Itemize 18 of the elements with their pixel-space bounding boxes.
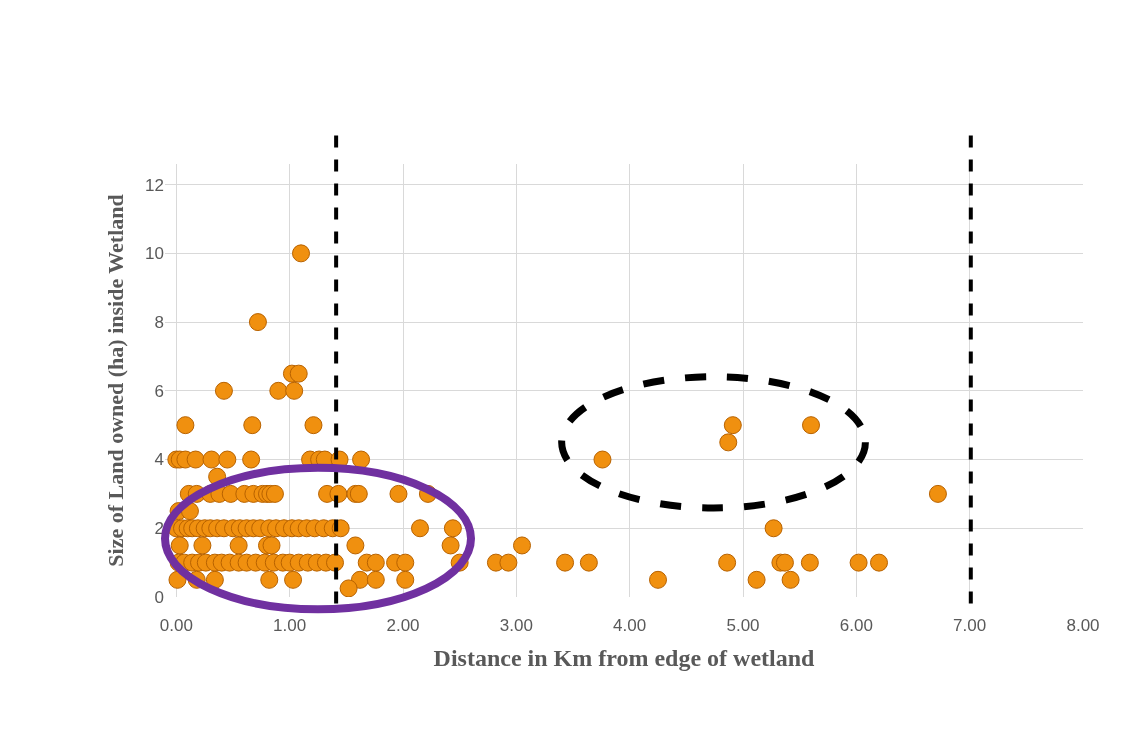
x-tick-label: 3.00 xyxy=(499,616,533,635)
x-tick-label: 8.00 xyxy=(1066,616,1100,635)
x-tick-label: 4.00 xyxy=(613,616,647,635)
x-tick-label: 7.00 xyxy=(953,616,987,635)
y-tick-label: 10 xyxy=(145,244,164,264)
y-tick-label: 0 xyxy=(154,587,164,607)
y-axis-title: Size of Land owned (ha) inside Wetland xyxy=(102,194,128,567)
x-axis-title: Distance in Km from edge of wetland xyxy=(433,645,816,672)
y-tick-label: 4 xyxy=(154,450,164,470)
y-tick-label: 6 xyxy=(154,381,164,401)
x-tick-label: 5.00 xyxy=(726,616,760,635)
x-tick-label: 0.00 xyxy=(159,616,193,635)
y-tick-label: 12 xyxy=(145,175,164,195)
x-tick-label: 2.00 xyxy=(386,616,420,635)
x-tick-label: 1.00 xyxy=(273,616,307,635)
y-tick-label: 2 xyxy=(154,519,164,539)
x-tick-label: 6.00 xyxy=(839,616,873,635)
y-tick-label: 8 xyxy=(154,313,164,333)
